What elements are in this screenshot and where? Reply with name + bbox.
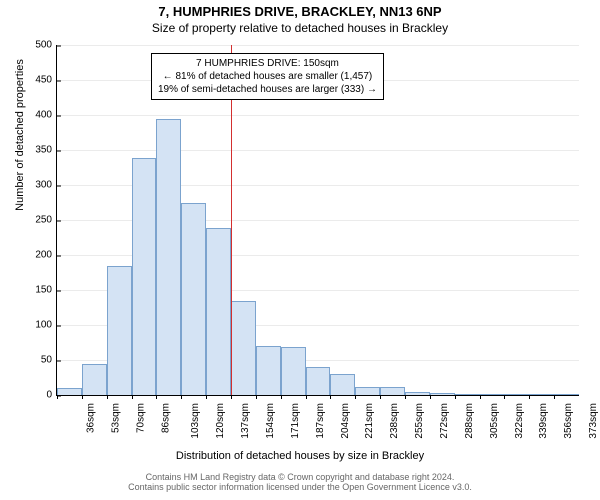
histogram-bar: [107, 266, 132, 396]
x-tick-mark: [256, 395, 257, 399]
callout-line: 19% of semi-detached houses are larger (…: [158, 83, 377, 96]
x-tick: 288sqm: [464, 399, 475, 439]
x-tick-mark: [455, 395, 456, 399]
x-tick-mark: [156, 395, 157, 399]
footer-line-2: Contains public sector information licen…: [0, 482, 600, 492]
y-tick: 250: [35, 215, 57, 226]
x-tick: 373sqm: [588, 399, 599, 439]
x-tick-mark: [430, 395, 431, 399]
x-tick-mark: [132, 395, 133, 399]
x-tick: 53sqm: [110, 399, 121, 433]
x-tick: 154sqm: [265, 399, 276, 439]
y-tick: 150: [35, 285, 57, 296]
y-tick: 50: [41, 355, 57, 366]
histogram-bar: [480, 394, 505, 395]
x-tick-mark: [480, 395, 481, 399]
callout-line: ← 81% of detached houses are smaller (1,…: [158, 70, 377, 83]
callout-line: 7 HUMPHRIES DRIVE: 150sqm: [158, 57, 377, 70]
y-tick: 350: [35, 145, 57, 156]
histogram-bar: [405, 392, 430, 396]
histogram-bar: [355, 387, 380, 395]
x-tick-mark: [330, 395, 331, 399]
y-tick: 200: [35, 250, 57, 261]
x-tick-mark: [231, 395, 232, 399]
gridline: [57, 395, 579, 396]
histogram-bar: [430, 393, 455, 395]
x-tick: 36sqm: [86, 399, 97, 433]
gridline: [57, 45, 579, 46]
x-tick: 187sqm: [315, 399, 326, 439]
x-tick-mark: [405, 395, 406, 399]
histogram-bar: [529, 394, 554, 395]
x-tick-mark: [281, 395, 282, 399]
histogram-bar: [132, 158, 157, 395]
x-tick: 255sqm: [414, 399, 425, 439]
x-tick-mark: [181, 395, 182, 399]
x-tick: 137sqm: [240, 399, 251, 439]
histogram-bar: [504, 394, 529, 395]
x-axis-label: Distribution of detached houses by size …: [0, 450, 600, 462]
chart-subtitle: Size of property relative to detached ho…: [0, 21, 600, 35]
histogram-bar: [156, 119, 181, 396]
x-tick-mark: [57, 395, 58, 399]
x-tick: 86sqm: [160, 399, 171, 433]
y-tick: 500: [35, 40, 57, 51]
histogram-bar: [306, 367, 331, 395]
x-tick-mark: [504, 395, 505, 399]
x-tick: 238sqm: [389, 399, 400, 439]
x-tick-mark: [107, 395, 108, 399]
x-tick-mark: [355, 395, 356, 399]
x-tick-mark: [206, 395, 207, 399]
chart-title: 7, HUMPHRIES DRIVE, BRACKLEY, NN13 6NP: [0, 4, 600, 19]
histogram-bar: [554, 394, 579, 395]
x-tick: 171sqm: [290, 399, 301, 439]
y-tick: 450: [35, 75, 57, 86]
y-tick: 300: [35, 180, 57, 191]
x-tick: 339sqm: [539, 399, 550, 439]
x-tick: 305sqm: [489, 399, 500, 439]
histogram-bar: [57, 388, 82, 395]
histogram-bar: [231, 301, 256, 396]
callout-box: 7 HUMPHRIES DRIVE: 150sqm← 81% of detach…: [151, 53, 384, 100]
x-tick-mark: [82, 395, 83, 399]
x-tick: 204sqm: [340, 399, 351, 439]
gridline: [57, 115, 579, 116]
x-tick-mark: [306, 395, 307, 399]
histogram-bar: [380, 387, 405, 395]
histogram-bar: [330, 374, 355, 395]
footer-line-1: Contains HM Land Registry data © Crown c…: [0, 472, 600, 482]
histogram-bar: [256, 346, 281, 395]
y-axis-label: Number of detached properties: [14, 0, 26, 310]
histogram-bar: [206, 228, 231, 395]
histogram-bar: [455, 394, 480, 395]
plot-area: 05010015020025030035040045050036sqm53sqm…: [56, 45, 579, 396]
x-tick-mark: [380, 395, 381, 399]
x-tick: 103sqm: [191, 399, 202, 439]
histogram-bar: [181, 203, 206, 396]
footer: Contains HM Land Registry data © Crown c…: [0, 472, 600, 492]
histogram-bar: [82, 364, 107, 396]
x-tick-mark: [529, 395, 530, 399]
gridline: [57, 150, 579, 151]
y-tick: 400: [35, 110, 57, 121]
y-tick: 0: [46, 390, 57, 401]
x-tick: 221sqm: [365, 399, 376, 439]
x-tick: 322sqm: [514, 399, 525, 439]
histogram-bar: [281, 347, 306, 395]
y-tick: 100: [35, 320, 57, 331]
x-tick-mark: [554, 395, 555, 399]
x-tick: 120sqm: [215, 399, 226, 439]
x-tick: 356sqm: [563, 399, 574, 439]
x-tick: 272sqm: [439, 399, 450, 439]
x-tick: 70sqm: [135, 399, 146, 433]
